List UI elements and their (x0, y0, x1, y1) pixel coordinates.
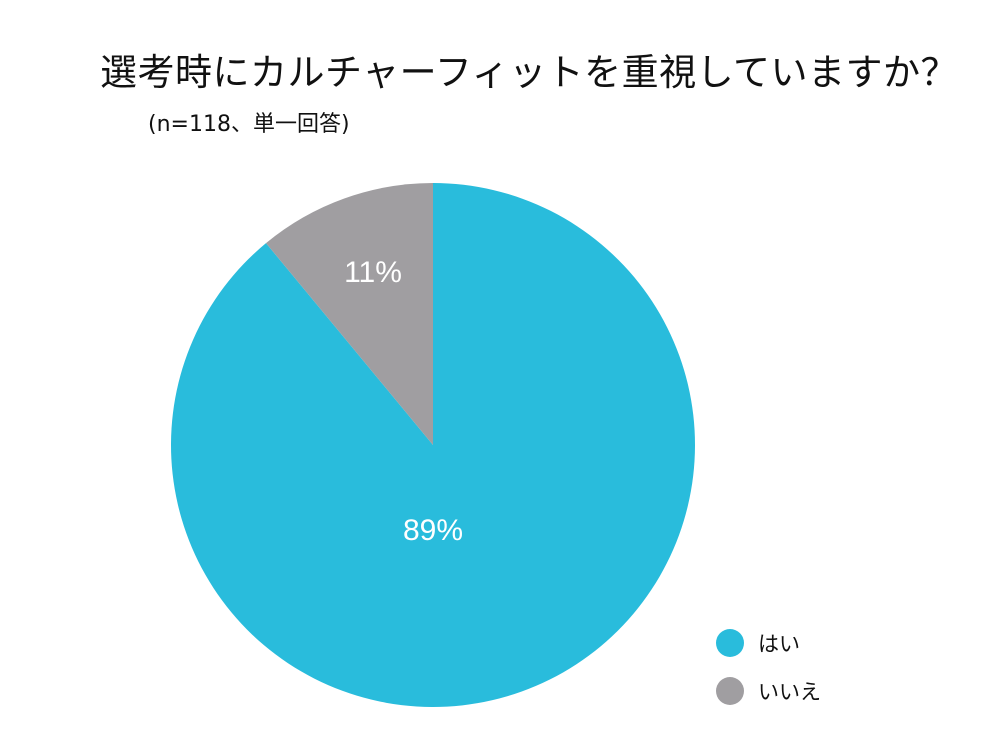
pie-slice-no (265, 183, 433, 445)
pie-slices (170, 183, 696, 707)
legend-label-yes: はい (758, 632, 800, 656)
chart-title: 選考時にカルチャーフィットを重視していますか？ (100, 51, 959, 94)
legend: はい いいえ (716, 619, 821, 715)
legend-label-no: いいえ (758, 680, 821, 704)
slice-label-no: 11% (344, 256, 402, 289)
legend-swatch-no-icon (716, 677, 744, 705)
slice-label-yes: 89% (403, 514, 463, 547)
legend-swatch-yes-icon (716, 629, 744, 657)
legend-item-yes: はい (716, 619, 821, 667)
chart-subtitle: (n=118、単一回答) (148, 112, 350, 137)
legend-item-no: いいえ (716, 667, 821, 715)
